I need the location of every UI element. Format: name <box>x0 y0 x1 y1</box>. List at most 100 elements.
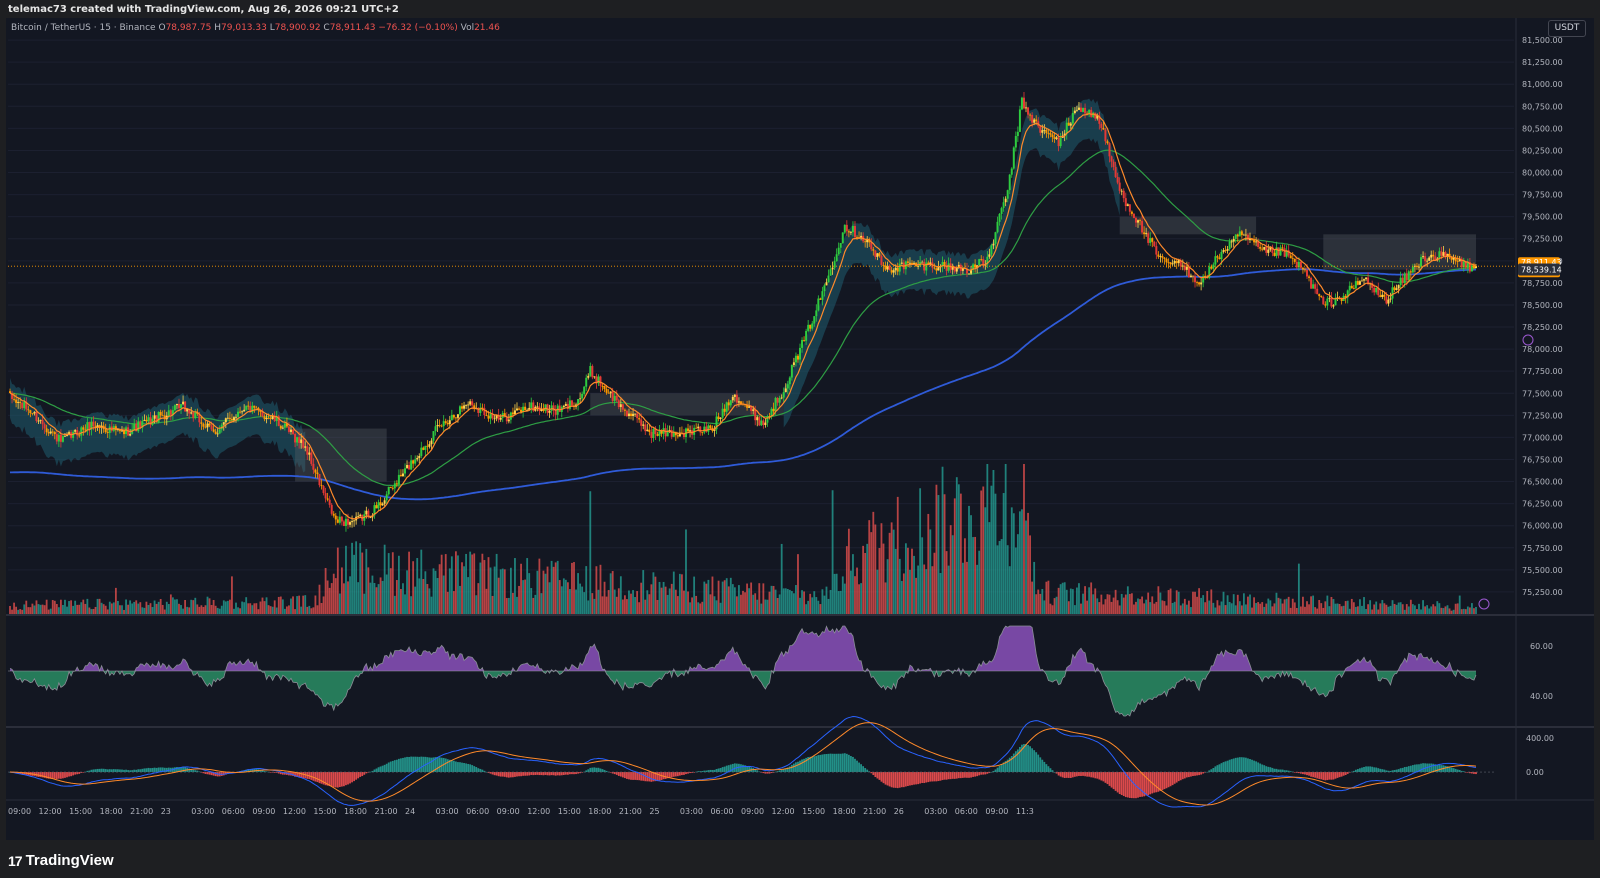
candle-body <box>784 388 787 393</box>
macd-histogram-bar <box>1108 772 1111 786</box>
macd-histogram-bar <box>790 764 793 773</box>
volume-bar <box>1438 603 1441 614</box>
volume-bar <box>1403 609 1406 614</box>
macd-histogram-bar <box>1104 772 1107 783</box>
volume-bar <box>161 604 164 614</box>
macd-histogram-bar <box>526 772 529 776</box>
candle-body <box>463 405 466 409</box>
macd-histogram-bar <box>1055 772 1058 774</box>
volume-bar <box>1416 609 1418 614</box>
volume-bar <box>448 568 451 614</box>
macd-histogram-bar <box>933 772 936 782</box>
candle-body <box>894 267 897 271</box>
candle-body <box>817 298 820 311</box>
volume-bar <box>210 605 213 614</box>
candle-body <box>790 365 793 378</box>
volume-bar <box>939 573 942 614</box>
time-tick-label: 21:00 <box>130 807 153 816</box>
macd-histogram-bar <box>603 769 606 773</box>
macd-histogram-bar <box>1275 768 1278 773</box>
macd-histogram-bar <box>1448 766 1451 773</box>
macd-histogram-bar <box>188 768 191 773</box>
candle-body <box>723 408 726 412</box>
volume-bar <box>226 600 229 614</box>
macd-histogram-bar <box>121 769 123 773</box>
volume-bar <box>998 540 1001 614</box>
macd-histogram-bar <box>1053 772 1056 773</box>
candle-body <box>906 261 909 263</box>
candle-body <box>898 263 901 272</box>
volume-bar <box>345 545 347 614</box>
macd-histogram-bar <box>601 769 604 773</box>
symbol-title[interactable]: Bitcoin / TetherUS · 15 · Binance <box>11 23 156 33</box>
candle-body <box>41 419 44 425</box>
candle-body <box>1204 275 1207 278</box>
volume-bar <box>294 609 296 614</box>
macd-histogram-bar <box>300 772 303 778</box>
price-tick-label: 78,000.00 <box>1522 345 1563 354</box>
candle-body <box>204 426 207 428</box>
volume-bar <box>49 608 52 614</box>
volume-bar <box>178 603 180 614</box>
candle-body <box>774 397 777 412</box>
volume-bar <box>1293 602 1296 614</box>
volume-bar <box>281 599 284 614</box>
tradingview-logo[interactable]: 17 TradingView <box>8 852 114 869</box>
volume-bar <box>387 553 390 614</box>
volume-bar <box>839 590 842 614</box>
macd-histogram-bar <box>852 756 854 773</box>
macd-histogram-bar <box>404 757 406 773</box>
volume-bar <box>972 537 974 614</box>
volume-bar <box>200 605 203 614</box>
candle-body <box>1279 247 1282 256</box>
macd-histogram-bar <box>1466 772 1469 773</box>
volume-bar <box>591 593 594 614</box>
volume-bar <box>550 560 553 614</box>
macd-histogram-bar <box>1084 772 1086 777</box>
candle-body <box>118 429 121 432</box>
macd-histogram-bar <box>1399 768 1402 773</box>
macd-histogram-bar <box>845 753 848 773</box>
macd-histogram-bar <box>402 757 404 773</box>
volume-bar <box>1371 609 1374 614</box>
macd-histogram-bar <box>913 772 915 785</box>
macd-histogram-bar <box>1228 759 1231 773</box>
high-value: 79,013.33 <box>221 23 267 33</box>
candle-body <box>1458 258 1461 262</box>
macd-histogram-bar <box>917 772 920 785</box>
volume-bar <box>554 562 557 614</box>
candle-body <box>426 445 429 447</box>
candle-body <box>766 416 769 423</box>
candle-body <box>446 422 449 425</box>
macd-histogram-bar <box>611 772 614 774</box>
macd-histogram-bar <box>1420 763 1422 773</box>
macd-histogram-bar <box>799 760 801 773</box>
macd-histogram-bar <box>668 772 671 778</box>
candle-body <box>615 395 618 401</box>
chart-canvas[interactable]: 81,500.0081,250.0081,000.0080,750.0080,5… <box>6 18 1594 840</box>
time-tick-label: 03:00 <box>924 807 947 816</box>
volume-bar <box>518 585 520 614</box>
volume-bar <box>660 587 663 614</box>
volume-bar <box>1073 605 1076 614</box>
macd-histogram-bar <box>1320 772 1323 780</box>
macd-histogram-bar <box>786 767 789 773</box>
macd-histogram-bar <box>1000 764 1003 773</box>
volume-bar <box>721 581 724 614</box>
macd-histogram-bar <box>1202 772 1205 774</box>
volume-bar <box>1365 608 1367 614</box>
candle-body <box>908 262 911 264</box>
macd-histogram-bar <box>373 769 376 773</box>
candle-body <box>996 221 999 233</box>
candle-body <box>682 432 685 438</box>
volume-bar <box>577 573 579 614</box>
chart-area[interactable]: 81,500.00 81,250.00 81,000.00 80,750.00 80,5… <box>6 18 1594 840</box>
volume-bar <box>678 573 681 614</box>
volume-bar <box>1092 594 1095 614</box>
macd-histogram-bar <box>514 772 516 777</box>
currency-button[interactable]: USDT <box>1548 20 1586 37</box>
volume-bar <box>1045 581 1048 614</box>
price-tick-label: 78,500.00 <box>1522 301 1563 310</box>
macd-histogram-bar <box>1385 770 1388 773</box>
